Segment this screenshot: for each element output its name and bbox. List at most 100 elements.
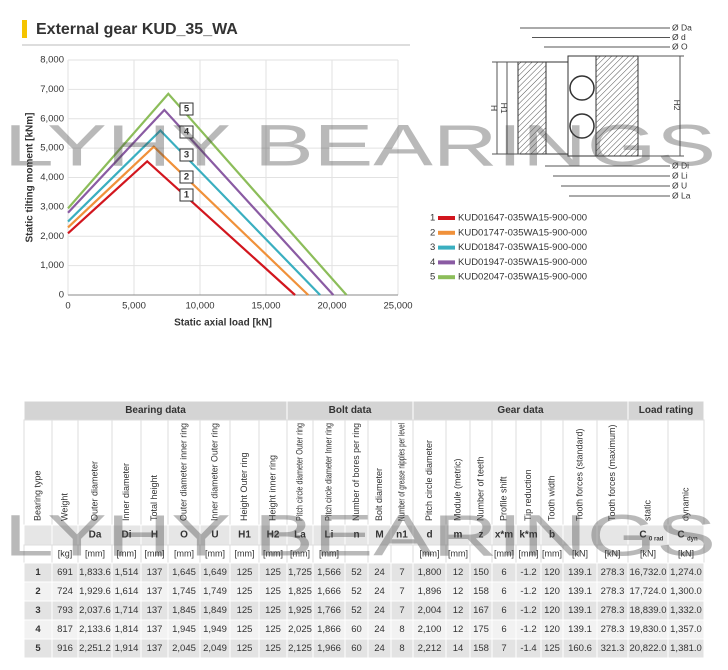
legend-number: 1 — [430, 213, 435, 224]
column-title-cell — [412, 419, 447, 526]
column-title: Pitch circle diameter — [424, 440, 434, 521]
column-unit: [mm] — [420, 548, 440, 558]
table-value: 24 — [374, 643, 385, 654]
series-tag: 4 — [184, 127, 190, 138]
table-value: 1,381.0 — [670, 643, 702, 654]
dim-label: Ø Di — [672, 160, 689, 170]
x-axis-label: Static axial load [kN] — [174, 318, 272, 329]
table-value: 1,925 — [288, 605, 312, 616]
table-value: 158 — [473, 586, 489, 597]
table-value: 19,830.0 — [630, 624, 667, 635]
column-symbol: H — [151, 530, 158, 541]
column-symbol: H2 — [267, 530, 280, 541]
dim-label: Ø U — [672, 180, 687, 190]
table-value: 1,833.6 — [79, 567, 111, 578]
table-value: 139.1 — [568, 605, 592, 616]
table-value: 139.1 — [568, 567, 592, 578]
dim-label: Ø d — [672, 32, 686, 42]
column-unit: [mm] — [205, 548, 225, 558]
dim-label: H — [489, 105, 499, 111]
legend-label: KUD01647-035WA15-900-000 — [458, 213, 587, 224]
legend-swatch — [438, 245, 455, 250]
table-value: 139.1 — [568, 624, 592, 635]
column-unit: [mm] — [542, 548, 562, 558]
table-value: 724 — [57, 586, 73, 597]
table-value: 1,766 — [317, 605, 341, 616]
column-unit: [mm] — [290, 548, 310, 558]
y-tick-label: 3,000 — [40, 201, 64, 212]
y-tick-label: 8,000 — [40, 55, 64, 66]
table-value: 60 — [351, 643, 362, 654]
column-symbol: C — [639, 530, 646, 541]
table-value: 175 — [473, 624, 489, 635]
table-value: 160.6 — [568, 643, 592, 654]
table-value: 278.3 — [601, 624, 625, 635]
table-value: 2,045 — [172, 643, 196, 654]
table-value: 120 — [544, 624, 560, 635]
table-value: 916 — [57, 643, 73, 654]
column-title: Profile shift — [498, 476, 508, 521]
column-symbol: Li — [325, 530, 334, 541]
table-value: 16,732.0 — [630, 567, 667, 578]
table-value: -1.4 — [520, 643, 536, 654]
column-unit: [mm] — [494, 548, 514, 558]
table-value: 6 — [501, 624, 506, 635]
table-value: -1.2 — [520, 624, 536, 635]
table-value: 1,945 — [172, 624, 196, 635]
table-value: 125 — [237, 643, 253, 654]
column-symbol: b — [549, 530, 555, 541]
column-title: Tooth width — [546, 475, 556, 521]
column-unit: [mm] — [174, 548, 194, 558]
table-cell — [667, 638, 705, 659]
table-value: 1,814 — [115, 624, 139, 635]
y-tick-label: 2,000 — [40, 231, 64, 242]
table-value: 125 — [265, 624, 281, 635]
column-title: Pitch circle diameter Outer ring — [294, 423, 304, 521]
table-value: 1,332.0 — [670, 605, 702, 616]
column-symbol: M — [375, 530, 383, 541]
table-value: 125 — [237, 624, 253, 635]
column-title-cell — [199, 419, 231, 526]
table-value: 1,896 — [418, 586, 442, 597]
table-value: 20,822.0 — [630, 643, 667, 654]
table-value: 1,800 — [418, 567, 442, 578]
column-title: dynamic — [680, 487, 690, 521]
series-tag: 3 — [184, 150, 189, 161]
group-header: Gear data — [497, 405, 544, 416]
column-unit: [kN] — [604, 548, 620, 558]
table-value: 24 — [374, 586, 385, 597]
column-unit: [mm] — [235, 548, 255, 558]
table-value: 125 — [237, 567, 253, 578]
column-title: Number of teeth — [475, 456, 485, 521]
column-symbol: O — [180, 530, 188, 541]
column-title: Pitch circle diameter Inner ring — [323, 423, 333, 521]
table-value: 1,614 — [115, 586, 139, 597]
table-value: 278.3 — [601, 605, 625, 616]
table-value: 7 — [501, 643, 506, 654]
table-value: 52 — [351, 605, 362, 616]
dim-label: Ø O — [672, 41, 688, 51]
legend-number: 4 — [430, 257, 435, 268]
column-title-cell — [562, 419, 598, 526]
column-unit: [kg] — [58, 548, 73, 558]
table-value: 1,300.0 — [670, 586, 702, 597]
table-value: 2,251.2 — [79, 643, 111, 654]
column-title-cell — [286, 419, 314, 526]
column-title-cell — [111, 419, 142, 526]
column-symbol-sub: 0 rad — [649, 537, 664, 543]
table-value: 158 — [473, 643, 489, 654]
series-line — [67, 108, 335, 296]
column-title: Number of grease nipples per level — [396, 423, 406, 521]
series-tag-box — [179, 170, 194, 184]
legend-swatch — [438, 275, 455, 280]
table-value: 150 — [473, 567, 489, 578]
table-value: 125 — [237, 586, 253, 597]
table-value: 1,749 — [203, 586, 227, 597]
series-tag-box — [179, 148, 194, 162]
series-line — [67, 159, 296, 296]
table-value: 2,133.6 — [79, 624, 111, 635]
table-value: 278.3 — [601, 586, 625, 597]
table-value: 1,949 — [203, 624, 227, 635]
dim-label: H2 — [672, 100, 682, 111]
table-value: 139.1 — [568, 586, 592, 597]
